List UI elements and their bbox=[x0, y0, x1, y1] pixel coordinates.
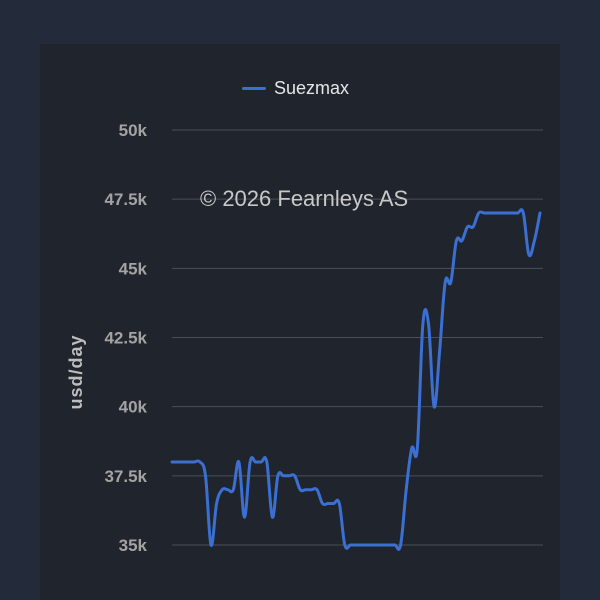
watermark: © 2026 Fearnleys AS bbox=[200, 186, 408, 211]
legend-swatch-suezmax bbox=[242, 86, 266, 90]
chart-legend[interactable]: Suezmax bbox=[242, 78, 349, 98]
y-tick-label: 45k bbox=[119, 259, 148, 278]
y-tick-label: 42.5k bbox=[104, 329, 147, 348]
y-tick-label: 35k bbox=[119, 536, 148, 555]
y-tick-label: 47.5k bbox=[104, 190, 147, 209]
y-tick-label: 50k bbox=[119, 121, 148, 140]
y-tick-label: 37.5k bbox=[104, 467, 147, 486]
legend-label-suezmax: Suezmax bbox=[274, 77, 350, 98]
chart-card bbox=[40, 44, 560, 600]
series-line-suezmax[interactable] bbox=[170, 208, 542, 551]
y-tick-label: 40k bbox=[119, 398, 148, 417]
y-axis-label: usd/day bbox=[66, 334, 86, 409]
